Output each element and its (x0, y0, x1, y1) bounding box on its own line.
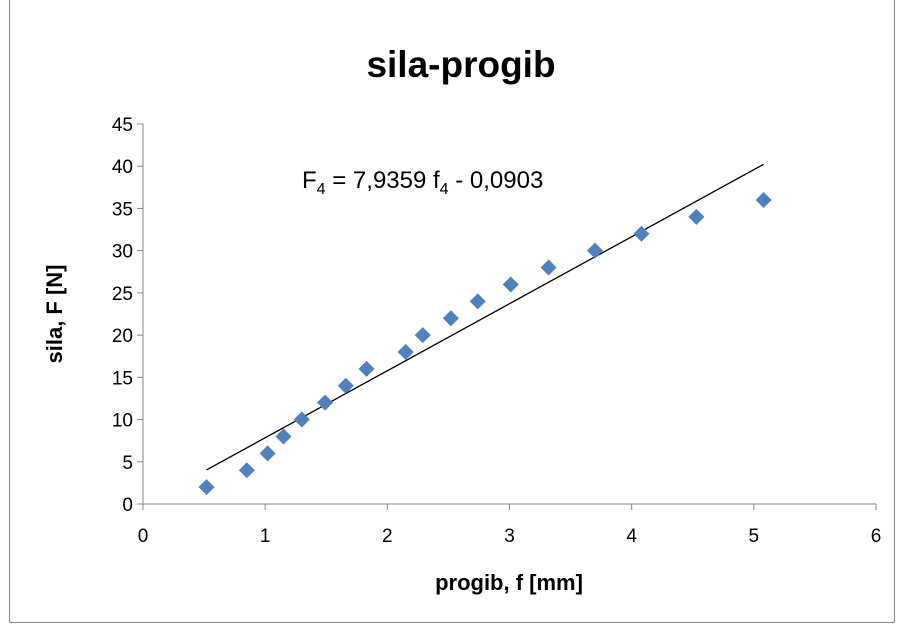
trendline-line (206, 163, 764, 471)
trendline-equation: F4 = 7,9359 f4 - 0,0903 (302, 167, 543, 198)
x-tick-label: 5 (749, 526, 760, 547)
trendline (206, 163, 764, 471)
data-point (688, 208, 705, 225)
x-tick-label: 0 (138, 526, 149, 547)
x-axis-title: progib, f [mm] (435, 570, 583, 595)
y-tick-label: 15 (112, 368, 133, 389)
y-axis-title: sila, F [N] (42, 264, 67, 363)
data-point (469, 293, 486, 310)
y-tick-label: 30 (112, 242, 133, 263)
y-tick-label: 40 (112, 157, 133, 178)
data-point (442, 310, 459, 327)
data-point (587, 242, 604, 259)
data-point (317, 394, 334, 411)
x-tick-label: 2 (382, 526, 393, 547)
x-tick-label: 6 (871, 526, 882, 547)
data-point (259, 445, 276, 462)
y-tick-label: 35 (112, 199, 133, 220)
data-point (397, 344, 414, 360)
data-point (414, 327, 431, 344)
data-point (275, 428, 292, 445)
y-tick-label: 10 (112, 411, 133, 432)
data-point (755, 192, 772, 208)
axes (137, 123, 877, 510)
chart-title: sila-progib (366, 44, 555, 85)
x-tick-label: 3 (504, 526, 515, 547)
data-point (633, 225, 650, 242)
data-point (293, 411, 310, 428)
data-point (238, 462, 255, 479)
y-tick-label: 25 (112, 284, 133, 305)
data-point (502, 276, 519, 293)
y-tick-label: 45 (112, 115, 133, 136)
y-tick-label: 20 (112, 326, 133, 347)
data-points (198, 192, 772, 496)
data-point (198, 479, 215, 496)
data-point (540, 259, 557, 276)
chart-area: sila-progib 0 5 10 15 20 25 30 35 40 45 0 1 2 3 4 5 6 F4… (9, 0, 895, 623)
data-point (358, 360, 375, 377)
data-point (337, 377, 354, 394)
x-tick-label: 1 (260, 526, 271, 547)
y-tick-label: 0 (122, 495, 133, 516)
x-tick-label: 4 (626, 526, 637, 547)
y-tick-label: 5 (122, 453, 133, 474)
